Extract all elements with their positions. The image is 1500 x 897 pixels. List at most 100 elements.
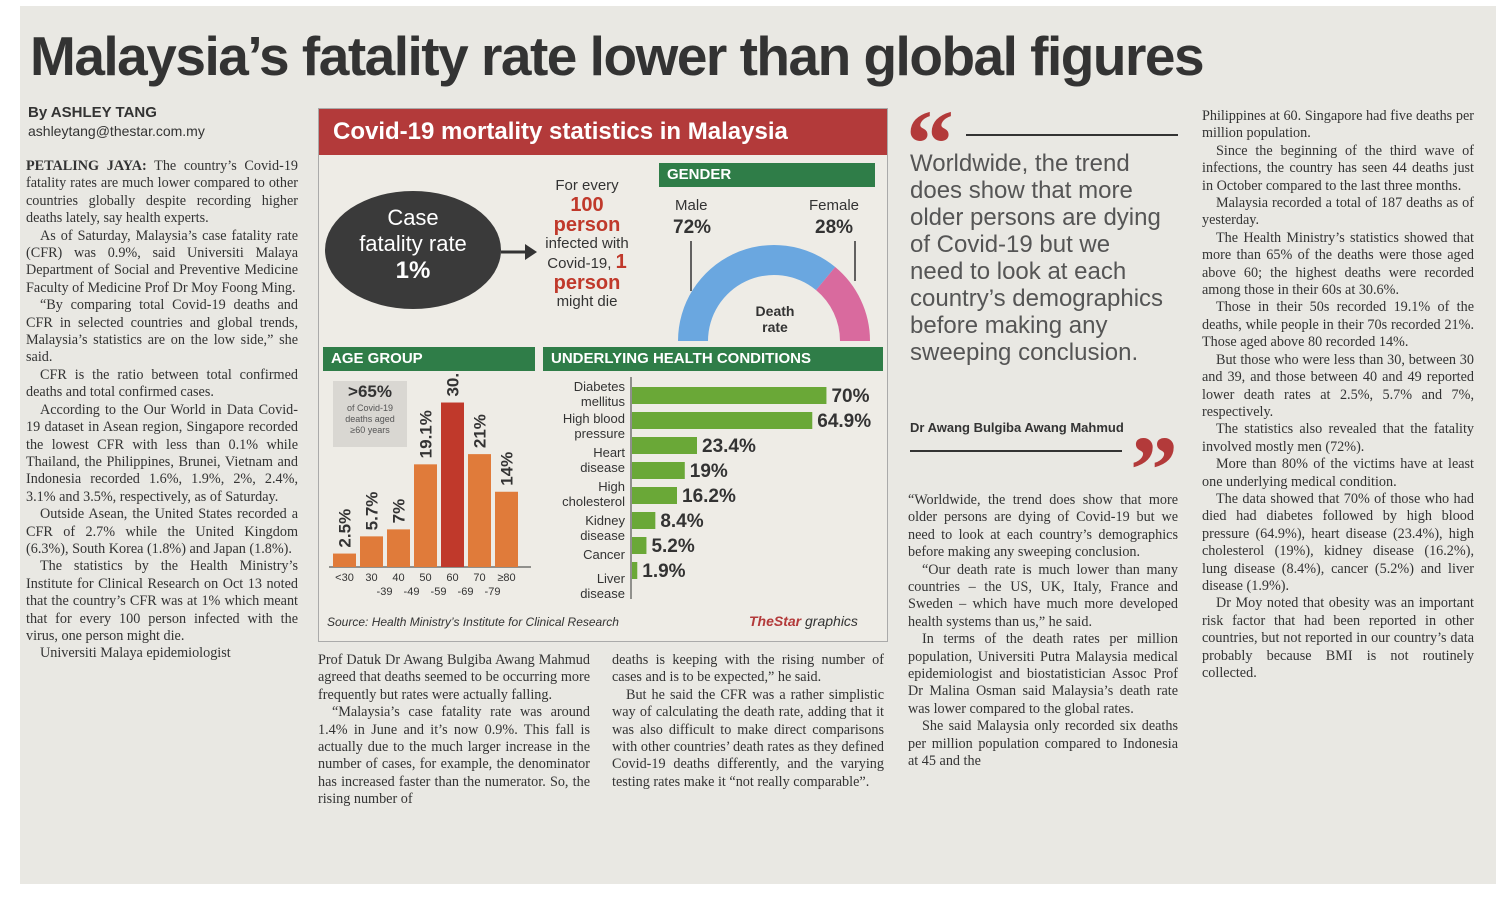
health-bar-label: 16.2%	[682, 486, 736, 507]
gender-slice-female	[816, 267, 870, 341]
health-bar	[632, 537, 647, 554]
health-category-label: High blood	[563, 411, 625, 426]
age-tick-label: 50	[419, 572, 431, 584]
source-note: Source: Health Ministry’s Institute for …	[327, 615, 619, 629]
health-category-label: Liver	[597, 571, 626, 586]
open-quote-icon: “	[906, 90, 954, 197]
gender-header: GENDER	[659, 163, 875, 187]
age-bar	[441, 402, 464, 567]
paragraph: Prof Datuk Dr Awang Bulgiba Awang Mahmud…	[318, 652, 590, 703]
age-tick-label: 30	[365, 572, 377, 584]
paragraph: Dr Moy noted that obesity was an importa…	[1202, 595, 1474, 681]
note-number: 100	[570, 194, 604, 216]
age-tick-label: -39	[377, 586, 393, 598]
health-bar-label: 5.2%	[651, 536, 694, 557]
male-label: Male	[675, 197, 708, 214]
infographic-title: Covid-19 mortality statistics in Malaysi…	[319, 109, 887, 155]
paragraph: The data showed that 70% of those who ha…	[1202, 490, 1474, 594]
paragraph: “Worldwide, the trend does show that mor…	[908, 492, 1178, 561]
female-value: 28%	[815, 217, 854, 238]
paragraph: The Health Ministry’s statistics showed …	[1202, 229, 1474, 299]
paragraph: Outside Asean, the United States recorde…	[26, 506, 298, 557]
close-quote-icon: ”	[1130, 416, 1178, 523]
age-tick-label: 70	[473, 572, 485, 584]
age-bar-label: 19.1%	[417, 410, 436, 458]
age-group-header: AGE GROUP	[323, 347, 535, 371]
paragraph: Philippines at 60. Singapore had five de…	[1202, 108, 1474, 142]
death-rate-text: Death	[755, 303, 795, 319]
health-bar	[632, 462, 685, 479]
credit-brand: TheStar	[749, 613, 802, 629]
health-category-label: disease	[580, 586, 625, 601]
paragraph: “Our death rate is much lower than many …	[908, 561, 1178, 630]
cfr-label: Case	[387, 205, 439, 230]
age-tick-label: -69	[458, 586, 474, 598]
health-conditions-header: UNDERLYING HEALTH CONDITIONS	[543, 347, 883, 371]
paragraph: Since the beginning of the third wave of…	[1202, 142, 1474, 194]
health-bar	[632, 437, 697, 454]
paragraph: But he said the CFR was a rather simplis…	[612, 686, 884, 790]
health-bar-label: 23.4%	[702, 436, 756, 457]
health-bar	[632, 487, 677, 504]
age-bar	[468, 454, 491, 567]
age-tick-label: 60	[446, 572, 458, 584]
health-category-label: disease	[580, 460, 625, 475]
paragraph: She said Malaysia only recorded six deat…	[908, 718, 1178, 770]
pull-quote-attribution: Dr Awang Bulgiba Awang Mahmud	[910, 420, 1124, 435]
health-category-label: Diabetes	[574, 379, 626, 394]
callout-value: >65%	[348, 382, 392, 401]
article-column-1: PETALING JAYA: The country’s Covid-19 fa…	[26, 158, 298, 663]
paragraph: “Malaysia’s case fatality rate was aroun…	[318, 704, 590, 808]
callout-text: of Covid-19	[346, 403, 394, 413]
quote-rule-bottom	[910, 450, 1122, 452]
note-text: Covid-19,	[547, 255, 612, 272]
paragraph: Those in their 50s recorded 19.1% of the…	[1202, 299, 1474, 351]
gender-chart	[678, 241, 870, 341]
health-bar	[632, 562, 638, 579]
health-bar-label: 64.9%	[817, 411, 871, 432]
age-bar-label: 7%	[390, 499, 409, 524]
note-text: person	[553, 214, 621, 236]
death-rate-text: rate	[762, 319, 788, 335]
paragraph: In terms of the death rates per million …	[908, 631, 1178, 717]
death-rate-label: Death rate	[745, 303, 805, 335]
age-bar	[333, 553, 356, 567]
arrow-right-icon	[501, 244, 537, 260]
age-tick-label: -79	[485, 586, 501, 598]
quote-rule-top	[966, 134, 1178, 136]
age-bar	[495, 491, 518, 567]
age-bar-label: 5.7%	[363, 492, 382, 531]
age-tick-label: -59	[431, 586, 447, 598]
age-bar-label: 14%	[498, 452, 517, 486]
credit-text: graphics	[801, 613, 858, 629]
gender-slice-male	[678, 245, 836, 341]
age-tick-label: 40	[392, 572, 404, 584]
cfr-value: 1%	[395, 257, 431, 284]
health-category-label: High	[598, 479, 625, 494]
health-category-label: cholesterol	[562, 494, 625, 509]
article-column-3: deaths is keeping with the rising number…	[612, 652, 884, 791]
paragraph: According to the Our World in Data Covid…	[26, 401, 298, 505]
article-column-2: Prof Datuk Dr Awang Bulgiba Awang Mahmud…	[318, 652, 590, 809]
health-bar	[632, 387, 827, 404]
author-email: ashleytang@thestar.com.my	[28, 123, 205, 139]
age-bar	[360, 536, 383, 567]
health-bar-label: 8.4%	[660, 511, 703, 532]
paragraph: But those who were less than 30, between…	[1202, 351, 1474, 420]
age-bar	[414, 464, 437, 567]
paragraph: The country’s Covid-19 fatality rates ar…	[26, 158, 299, 227]
health-category-label: mellitus	[581, 394, 626, 409]
note-text: For every	[555, 177, 619, 194]
age-bar-label: 21%	[471, 414, 490, 448]
paragraph: The statistics also revealed that the fa…	[1202, 421, 1474, 455]
headline: Malaysia’s fatality rate lower than glob…	[30, 25, 1205, 87]
health-category-label: disease	[580, 528, 625, 543]
female-label: Female	[809, 197, 860, 214]
health-category-label: Cancer	[583, 547, 626, 562]
health-category-label: Heart	[593, 445, 625, 460]
age-bar	[387, 529, 410, 567]
age-tick-label: <30	[335, 572, 354, 584]
note-text: might die	[556, 293, 618, 310]
paragraph: “By comparing total Covid-19 deaths and …	[26, 297, 298, 366]
pull-quote: Worldwide, the trend does show that more…	[910, 150, 1164, 366]
